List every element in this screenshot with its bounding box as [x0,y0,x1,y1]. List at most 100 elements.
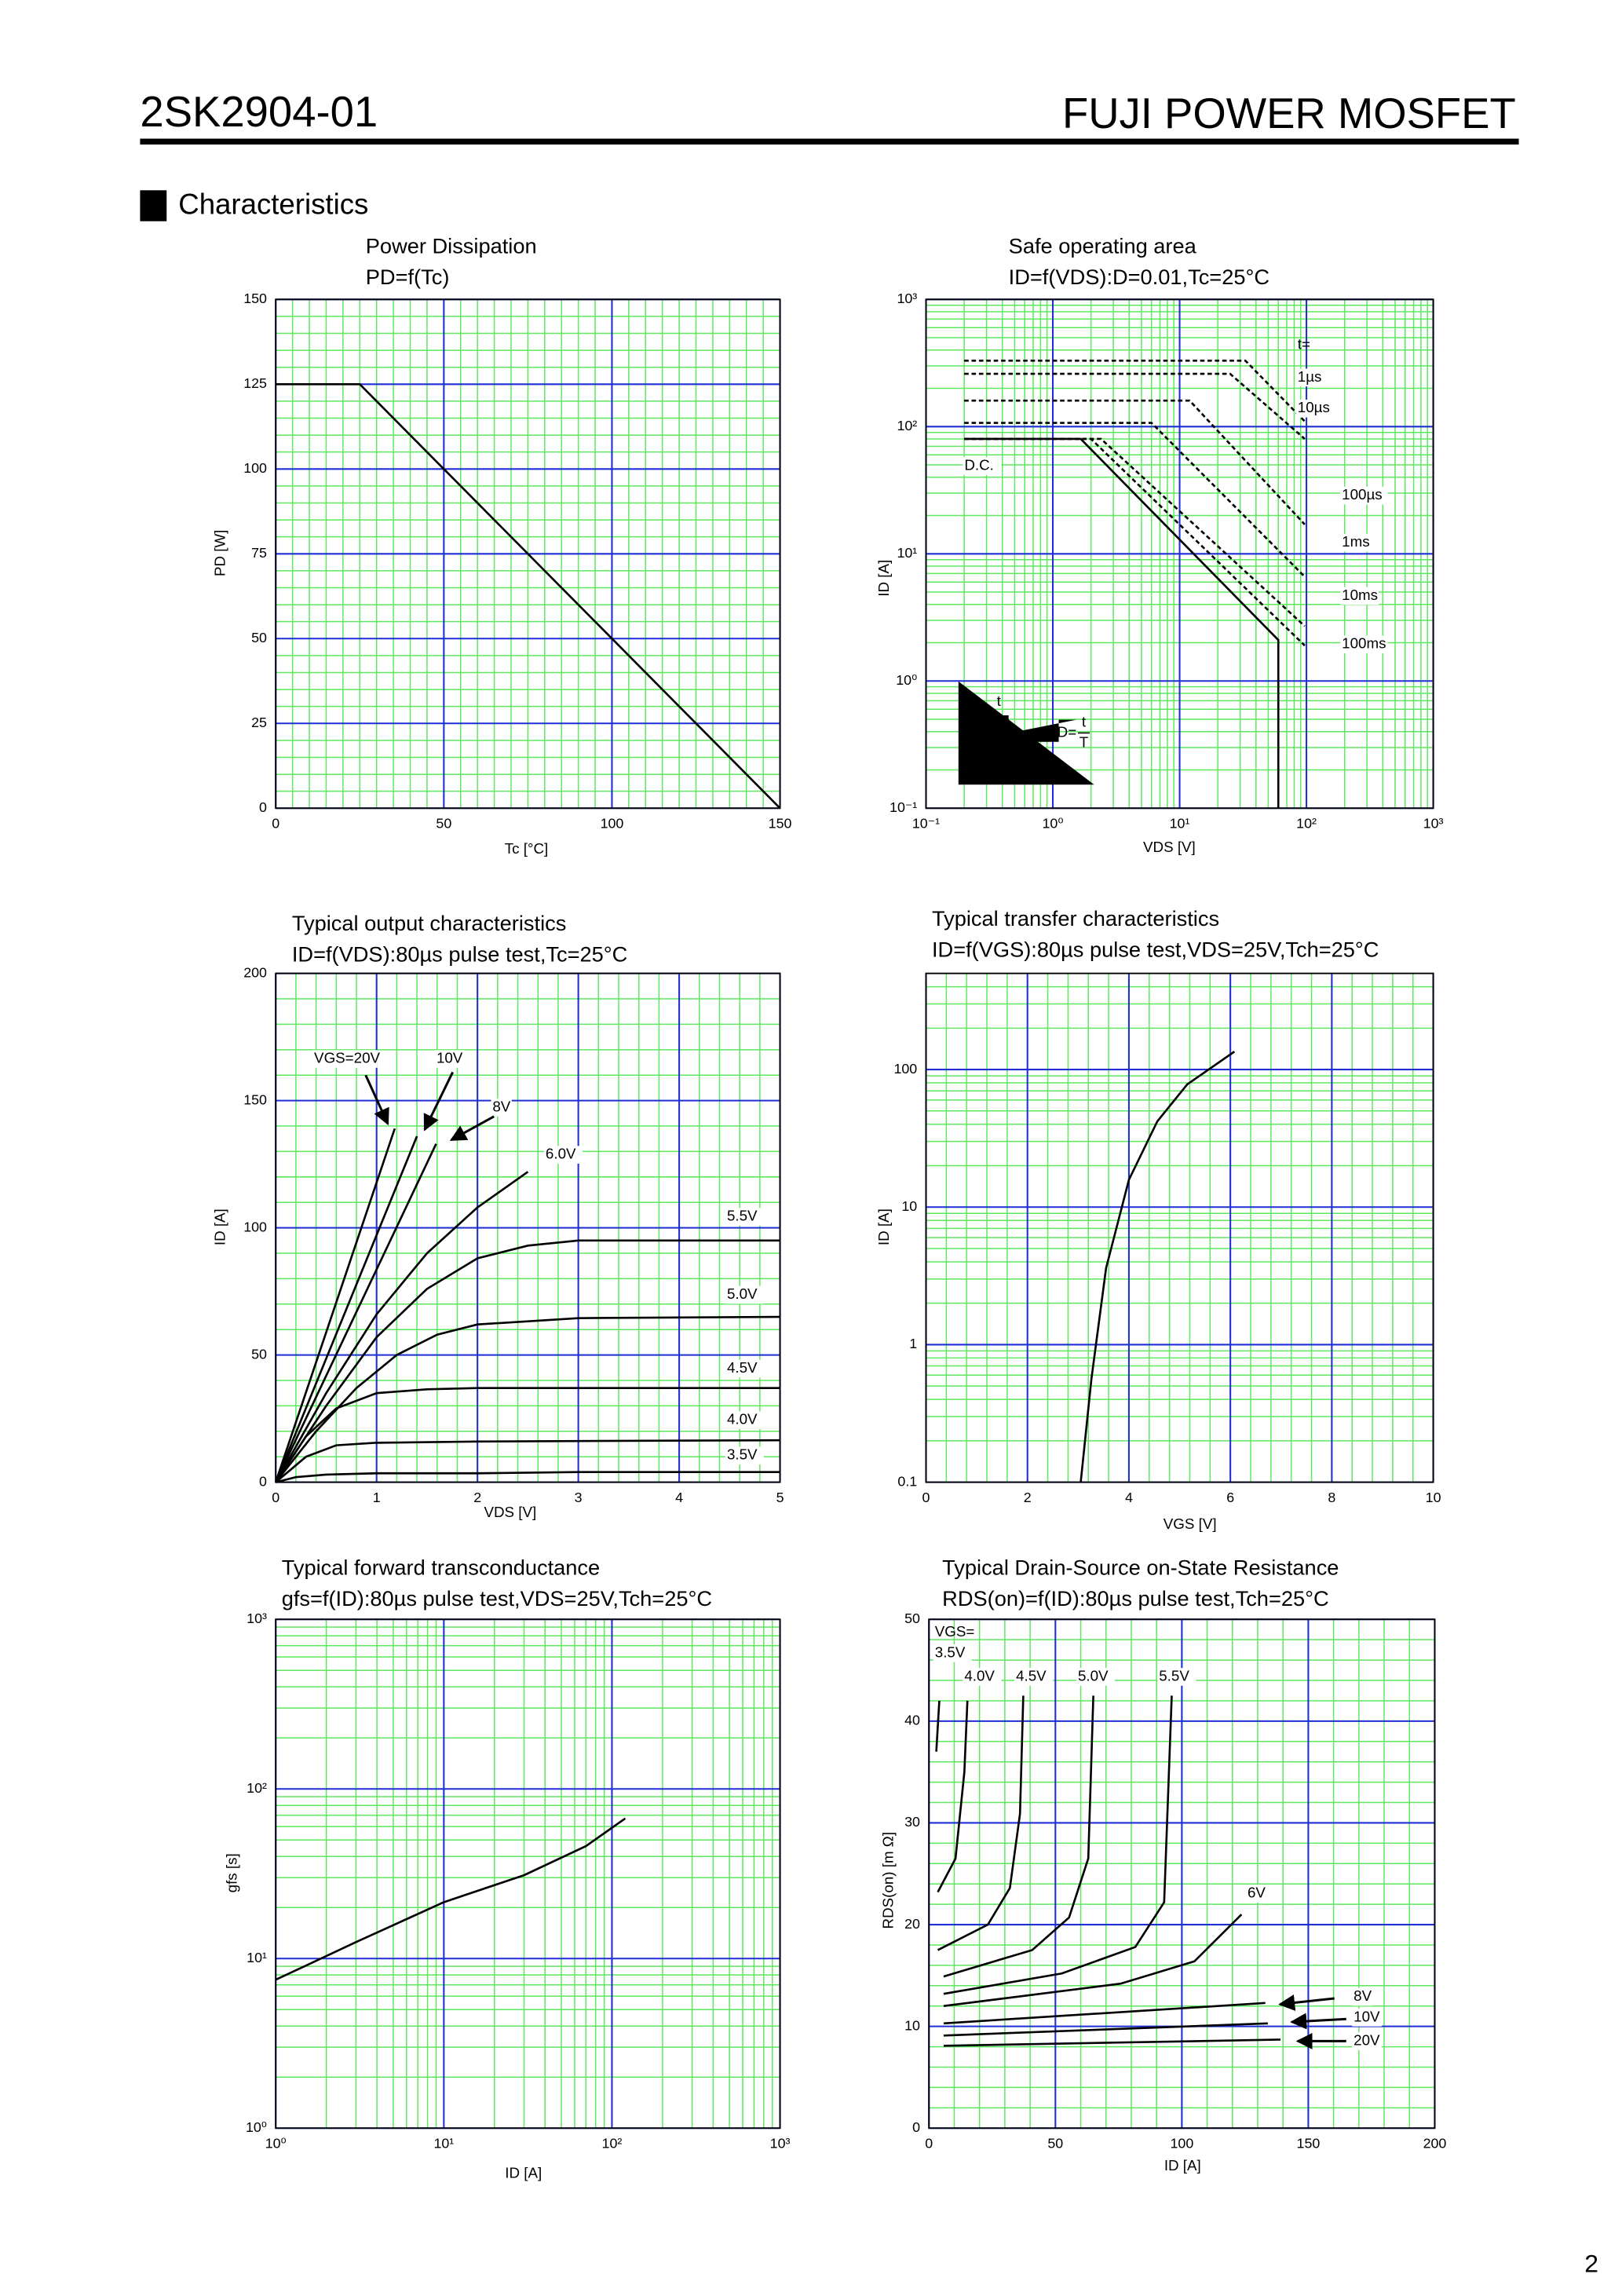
y-tick-label: 50 [251,630,267,645]
inset-fraction-bottom: T [1080,734,1089,751]
y-tick-label: 20 [904,1916,920,1932]
series-label-bg [1295,400,1335,418]
inset-period: T [1006,758,1015,774]
y-tick-label: 125 [243,375,267,391]
x-tick-label: 150 [1297,2136,1321,2152]
y-tick-label: 30 [904,1814,920,1830]
plot-frame [925,298,1434,810]
chart-subtitle: gfs=f(ID):80µs pulse test,VDS=25V,Tch=25… [282,1586,712,1610]
series-label: 20V [1353,2031,1380,2048]
x-axis-label: ID [A] [1164,2157,1201,2174]
series-line [964,437,1306,627]
plot-frame [925,972,1434,1483]
y-axis-label: PD [W] [212,530,228,576]
series-line [275,1471,780,1483]
annotation: VGS= [935,1623,975,1640]
x-axis-label: VDS [V] [1143,839,1196,855]
x-tick-label: 0 [272,816,279,832]
series-label: 10µs [1298,399,1330,415]
series-label: 10V [437,1050,463,1066]
series-label: 8V [492,1098,510,1114]
series-label-bg [435,1050,465,1068]
series-line [275,1143,437,1483]
label-arrow [449,1115,495,1142]
label-arrow [1290,2013,1346,2030]
x-tick-label: 1 [373,1490,381,1505]
series-label: 4.5V [1016,1667,1047,1684]
series-line [943,1695,1094,1978]
series-label: 6.0V [546,1146,576,1162]
series-label: 3.5V [935,1643,966,1660]
page-number: 2 [1584,2249,1598,2277]
x-tick-label: 50 [1047,2136,1063,2152]
series-label-bg [725,1285,764,1304]
chart-subtitle: ID=f(VDS):80µs pulse test,Tc=25°C [292,941,627,966]
series-label-bg [1352,1987,1373,2006]
plot-frame [275,1618,781,2130]
series-label-bg [1157,1668,1196,1686]
y-tick-label: 10² [897,418,917,433]
series-line [937,1700,969,1893]
series-label-bg [963,457,1002,475]
y-tick-label: 150 [243,1091,267,1107]
series-line [275,1439,780,1483]
series-label-bg [963,1668,1002,1686]
brand: FUJI POWER MOSFET [1062,90,1516,137]
plot-frame [275,972,781,1483]
series-line [275,1315,780,1483]
series-label: 1µs [1298,368,1322,385]
chart-subtitle: ID=f(VGS):80µs pulse test,VDS=25V,Tch=25… [932,938,1379,962]
series-line [943,2038,1280,2047]
annotation: t= [1298,335,1310,352]
series-label: 4.0V [964,1667,995,1684]
x-tick-label: 10² [602,2136,623,2152]
chart-title: Power Dissipation [366,234,537,258]
x-axis-label: VGS [V] [1164,1515,1217,1532]
x-tick-label: 50 [436,816,451,832]
series-label: 5.5V [727,1207,758,1223]
series-label: 100ms [1342,635,1386,652]
x-tick-label: 2 [473,1490,481,1505]
series-line [964,437,1280,809]
series-line [935,1700,941,1752]
x-axis-label: VDS [V] [484,1504,536,1520]
chart-subtitle: ID=f(VDS):D=0.01,Tc=25°C [1009,265,1269,289]
series-line [276,382,781,810]
series-label: 5.0V [1078,1667,1109,1684]
chart-subtitle: RDS(on)=f(ID):80µs pulse test,Tch=25°C [942,1586,1329,1610]
series-label-bg [1246,1885,1267,1903]
x-axis-label: ID [A] [505,2164,542,2181]
x-tick-label: 10¹ [433,2136,454,2152]
series-label-bg [1076,1668,1115,1686]
series-label-bg [725,1208,764,1226]
series-label-bg [725,1411,764,1429]
x-tick-label: 5 [776,1490,784,1505]
series-label-bg [1340,486,1388,505]
y-tick-label: 150 [243,291,267,306]
y-tick-label: 10³ [247,1610,267,1626]
x-tick-label: 6 [1226,1490,1234,1505]
chart-title: Typical forward transconductance [282,1556,600,1580]
series-label-bg [725,1446,764,1465]
y-tick-label: 75 [251,545,267,561]
y-tick-label: 10 [901,1198,917,1214]
series-line [943,1914,1243,2008]
label-arrow [364,1074,389,1126]
section-title: Characteristics [178,188,368,221]
series-line [275,1239,780,1483]
chart-subtitle: PD=f(Tc) [366,265,450,289]
inset-wave [966,715,1077,742]
y-tick-label: 25 [251,715,267,730]
series-label-bg [312,1050,378,1068]
x-tick-label: 8 [1328,1490,1335,1505]
series-label-bg [1340,533,1370,552]
y-tick-label: 10 [904,2017,920,2033]
x-tick-label: 10 [1426,1490,1441,1505]
y-axis-label: RDS(on) [m Ω] [879,1832,896,1929]
x-tick-label: 100 [1170,2136,1193,2152]
y-tick-label: 10⁰ [896,672,917,688]
series-label: 100µs [1342,486,1383,503]
plot-frame [928,1618,1436,2130]
